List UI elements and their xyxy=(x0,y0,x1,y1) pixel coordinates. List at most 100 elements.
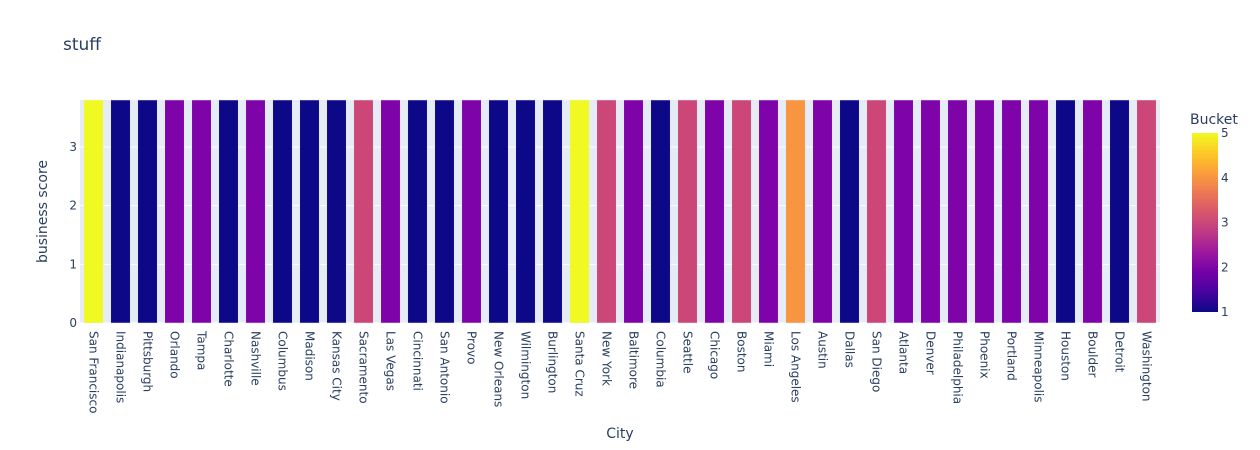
y-tick-label: 1 xyxy=(69,257,77,271)
bar[interactable] xyxy=(1082,99,1103,324)
bar[interactable] xyxy=(920,99,941,324)
bar[interactable] xyxy=(785,99,806,324)
y-axis-title: business score xyxy=(35,160,51,263)
x-tick-label: Nashville xyxy=(249,331,263,386)
x-tick-label: Pittsburgh xyxy=(141,331,155,392)
x-tick-label: Atlanta xyxy=(897,331,911,374)
bar[interactable] xyxy=(1109,99,1130,324)
x-tick-label: Chicago xyxy=(708,331,722,379)
bar[interactable] xyxy=(758,99,779,324)
x-tick-label: Sacramento xyxy=(357,331,371,404)
bar[interactable] xyxy=(569,99,590,324)
x-tick-label: Dallas xyxy=(843,331,857,368)
bar[interactable] xyxy=(974,99,995,324)
bar[interactable] xyxy=(1028,99,1049,324)
bar[interactable] xyxy=(704,99,725,324)
bar[interactable] xyxy=(110,99,131,324)
x-axis-title: City xyxy=(606,426,633,442)
plot-background xyxy=(80,100,1160,323)
bar[interactable] xyxy=(380,99,401,324)
bar[interactable] xyxy=(623,99,644,324)
colorbar-title: Bucket xyxy=(1190,112,1238,128)
x-tick-label: Philadelphia xyxy=(951,331,965,404)
y-tick-label: 3 xyxy=(69,140,77,154)
y-tick-label: 2 xyxy=(69,199,77,213)
colorbar-tick-label: 3 xyxy=(1221,216,1229,230)
y-axis-ticks: 0 1 2 3 xyxy=(69,140,77,330)
bar[interactable] xyxy=(326,99,347,324)
colorbar: Bucket 1 2 3 4 5 xyxy=(1190,112,1238,319)
x-tick-label: Portland xyxy=(1005,331,1019,381)
x-tick-label: Los Angeles xyxy=(789,331,803,403)
x-tick-label: Orlando xyxy=(168,331,182,379)
x-tick-label: Boston xyxy=(735,331,749,372)
bar[interactable] xyxy=(245,99,266,324)
x-tick-label: Madison xyxy=(303,331,317,381)
colorbar-tick-label: 1 xyxy=(1221,305,1229,319)
bar[interactable] xyxy=(1055,99,1076,324)
x-tick-label: Baltimore xyxy=(627,331,641,389)
colorbar-tick-label: 2 xyxy=(1221,260,1229,274)
bar[interactable] xyxy=(488,99,509,324)
bar[interactable] xyxy=(407,99,428,324)
bar[interactable] xyxy=(812,99,833,324)
x-tick-label: Seattle xyxy=(681,331,695,373)
bar[interactable] xyxy=(299,99,320,324)
colorbar-gradient xyxy=(1192,133,1218,312)
bar[interactable] xyxy=(893,99,914,324)
x-tick-label: Austin xyxy=(816,331,830,369)
x-tick-label: Detroit xyxy=(1113,331,1127,373)
chart-title: stuff xyxy=(63,35,102,55)
bar[interactable] xyxy=(434,99,455,324)
bar[interactable] xyxy=(137,99,158,324)
x-tick-label: Kansas City xyxy=(330,331,344,401)
bar[interactable] xyxy=(218,99,239,324)
x-tick-label: Tampa xyxy=(195,330,209,370)
x-tick-label: Indianapolis xyxy=(114,331,128,403)
y-tick-label: 0 xyxy=(69,316,77,330)
x-tick-label: San Diego xyxy=(870,331,884,392)
bar[interactable] xyxy=(650,99,671,324)
bar[interactable] xyxy=(596,99,617,324)
bar[interactable] xyxy=(866,99,887,324)
x-tick-label: Santa Cruz xyxy=(573,331,587,397)
bar[interactable] xyxy=(83,99,104,324)
bar[interactable] xyxy=(272,99,293,324)
x-tick-label: Charlotte xyxy=(222,331,236,387)
x-tick-label: Minneapolis xyxy=(1032,331,1046,403)
bar[interactable] xyxy=(1001,99,1022,324)
x-tick-label: Washington xyxy=(1140,331,1154,402)
x-tick-label: Cincinnati xyxy=(411,331,425,391)
bar[interactable] xyxy=(191,99,212,324)
bar[interactable] xyxy=(542,99,563,324)
x-tick-label: Miami xyxy=(762,331,776,367)
x-tick-label: Provo xyxy=(465,331,479,364)
x-tick-label: New York xyxy=(600,331,614,386)
x-tick-label: Burlington xyxy=(546,331,560,393)
colorbar-ticks: 1 2 3 4 5 xyxy=(1221,126,1229,319)
x-tick-label: Las Vegas xyxy=(384,331,398,391)
bar[interactable] xyxy=(461,99,482,324)
bar[interactable] xyxy=(1136,99,1157,324)
bars xyxy=(83,99,1157,324)
bar[interactable] xyxy=(353,99,374,324)
x-tick-label: Wilmington xyxy=(519,331,533,399)
x-tick-label: Houston xyxy=(1059,331,1073,381)
bar[interactable] xyxy=(164,99,185,324)
x-tick-label: Boulder xyxy=(1086,331,1100,378)
x-axis-ticks: San Francisco Indianapolis Pittsburgh Orlan… xyxy=(87,330,1154,413)
x-tick-label: Columbia xyxy=(654,331,668,388)
colorbar-tick-label: 5 xyxy=(1221,126,1229,140)
bar[interactable] xyxy=(731,99,752,324)
x-tick-label: Phoenix xyxy=(978,331,992,379)
bar[interactable] xyxy=(515,99,536,324)
bar[interactable] xyxy=(947,99,968,324)
bar[interactable] xyxy=(839,99,860,324)
bar[interactable] xyxy=(677,99,698,324)
x-tick-label: New Orleans xyxy=(492,331,506,407)
x-tick-label: Columbus xyxy=(276,331,290,391)
colorbar-tick-label: 4 xyxy=(1221,171,1229,185)
x-tick-label: Denver xyxy=(924,331,938,375)
